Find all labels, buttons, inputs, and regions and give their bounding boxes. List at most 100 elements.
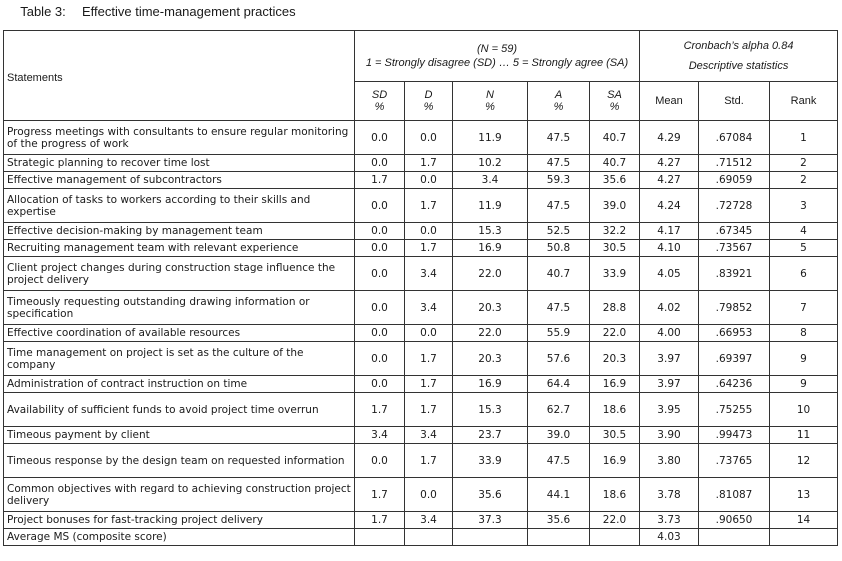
table-row: Progress meetings with consultants to en… xyxy=(3,120,839,155)
std-value: .73765 xyxy=(698,443,770,478)
table-row: Availability of sufficient funds to avoi… xyxy=(3,392,839,427)
n-value: 35.6 xyxy=(452,477,528,512)
d-value: 0.0 xyxy=(404,120,453,155)
statement-cell: Common objectives with regard to achievi… xyxy=(3,477,355,512)
mean-value: 4.02 xyxy=(639,290,699,325)
sa-value: 22.0 xyxy=(589,324,640,342)
std-value: .99473 xyxy=(698,426,770,444)
sa-value: 22.0 xyxy=(589,511,640,529)
col-n-header: N% xyxy=(452,81,528,121)
composite-score-mean: 4.03 xyxy=(639,528,699,546)
composite-score-row: Average MS (composite score) 4.03 xyxy=(3,528,839,546)
n-value: 10.2 xyxy=(452,154,528,172)
sa-value: 18.6 xyxy=(589,392,640,427)
sa-value: 35.6 xyxy=(589,171,640,189)
a-value: 57.6 xyxy=(527,341,590,376)
std-value: .75255 xyxy=(698,392,770,427)
mean-value: 3.90 xyxy=(639,426,699,444)
d-value: 1.7 xyxy=(404,239,453,257)
col-a-header: A% xyxy=(527,81,590,121)
std-value: .79852 xyxy=(698,290,770,325)
statement-cell: Recruiting management team with relevant… xyxy=(3,239,355,257)
std-value: .67345 xyxy=(698,222,770,240)
table-row: Effective management of subcontractors 1.… xyxy=(3,171,839,189)
sa-value: 16.9 xyxy=(589,443,640,478)
sa-value: 40.7 xyxy=(589,154,640,172)
composite-score-label: Average MS (composite score) xyxy=(3,528,355,546)
rank-value: 13 xyxy=(768,477,839,512)
sa-value: 40.7 xyxy=(589,120,640,155)
d-value: 3.4 xyxy=(404,290,453,325)
table-row: Timeous response by the design team on r… xyxy=(3,443,839,478)
table-row: Timeously requesting outstanding drawing… xyxy=(3,290,839,325)
col-sa-header: SA% xyxy=(589,81,640,121)
a-value: 59.3 xyxy=(527,171,590,189)
sd-value: 0.0 xyxy=(354,256,405,291)
a-value: 50.8 xyxy=(527,239,590,257)
sd-value: 1.7 xyxy=(354,477,405,512)
sd-value: 0.0 xyxy=(354,188,405,223)
sd-value: 0.0 xyxy=(354,120,405,155)
a-value: 55.9 xyxy=(527,324,590,342)
table-row: Allocation of tasks to workers according… xyxy=(3,188,839,223)
d-value: 1.7 xyxy=(404,154,453,172)
n-value: 16.9 xyxy=(452,239,528,257)
table-row: Effective coordination of available reso… xyxy=(3,324,839,342)
statements-header: Statements xyxy=(3,30,355,121)
statement-cell: Allocation of tasks to workers according… xyxy=(3,188,355,223)
mean-value: 3.97 xyxy=(639,375,699,393)
table-caption: Table 3: Effective time-management practi… xyxy=(4,4,296,19)
cronbach-alpha-label: Cronbach’s alpha 0.84 xyxy=(683,40,794,52)
d-value: 3.4 xyxy=(404,256,453,291)
n-value: 11.9 xyxy=(452,120,528,155)
table-row: Strategic planning to recover time lost 0… xyxy=(3,154,839,172)
n-value: 22.0 xyxy=(452,256,528,291)
d-value: 0.0 xyxy=(404,324,453,342)
table-row: Effective decision-making by management … xyxy=(3,222,839,240)
table-row: Recruiting management team with relevant… xyxy=(3,239,839,257)
rank-value: 7 xyxy=(768,290,839,325)
sd-value: 0.0 xyxy=(354,290,405,325)
rank-value: 11 xyxy=(768,426,839,444)
mean-value: 4.27 xyxy=(639,171,699,189)
mean-value: 4.05 xyxy=(639,256,699,291)
std-value: .69397 xyxy=(698,341,770,376)
rank-value: 4 xyxy=(768,222,839,240)
statement-cell: Timeous response by the design team on r… xyxy=(3,443,355,478)
statement-cell: Effective decision-making by management … xyxy=(3,222,355,240)
d-value: 1.7 xyxy=(404,375,453,393)
d-value: 1.7 xyxy=(404,392,453,427)
col-d-header: D% xyxy=(404,81,453,121)
header-row-columns: SD% D% N% A% SA% Mean Std. Rank xyxy=(4,81,839,121)
mean-value: 4.29 xyxy=(639,120,699,155)
statement-cell: Administration of contract instruction o… xyxy=(3,375,355,393)
table-title: Effective time-management practices xyxy=(82,4,296,19)
col-sd-header: SD% xyxy=(354,81,405,121)
n-value: 20.3 xyxy=(452,341,528,376)
scale-header: (N = 59) 1 = Strongly disagree (SD) … 5 … xyxy=(354,30,640,82)
sa-value: 18.6 xyxy=(589,477,640,512)
sd-value: 1.7 xyxy=(354,392,405,427)
sd-value: 0.0 xyxy=(354,375,405,393)
a-value: 47.5 xyxy=(527,120,590,155)
mean-value: 3.78 xyxy=(639,477,699,512)
std-value: .66953 xyxy=(698,324,770,342)
a-value: 47.5 xyxy=(527,443,590,478)
rank-value: 12 xyxy=(768,443,839,478)
d-value: 1.7 xyxy=(404,341,453,376)
sd-value: 1.7 xyxy=(354,511,405,529)
n-value: 15.3 xyxy=(452,222,528,240)
statement-cell: Availability of sufficient funds to avoi… xyxy=(3,392,355,427)
table-row: Common objectives with regard to achievi… xyxy=(3,477,839,512)
sd-value: 0.0 xyxy=(354,341,405,376)
n-value: 22.0 xyxy=(452,324,528,342)
n-value: 20.3 xyxy=(452,290,528,325)
descriptive-header: Cronbach’s alpha 0.84 Descriptive statis… xyxy=(638,30,839,82)
d-value: 0.0 xyxy=(404,477,453,512)
mean-value: 4.10 xyxy=(639,239,699,257)
sd-value: 0.0 xyxy=(354,324,405,342)
mean-value: 4.27 xyxy=(639,154,699,172)
table-row: Time management on project is set as the… xyxy=(3,341,839,376)
std-value: .69059 xyxy=(698,171,770,189)
std-value: .90650 xyxy=(698,511,770,529)
